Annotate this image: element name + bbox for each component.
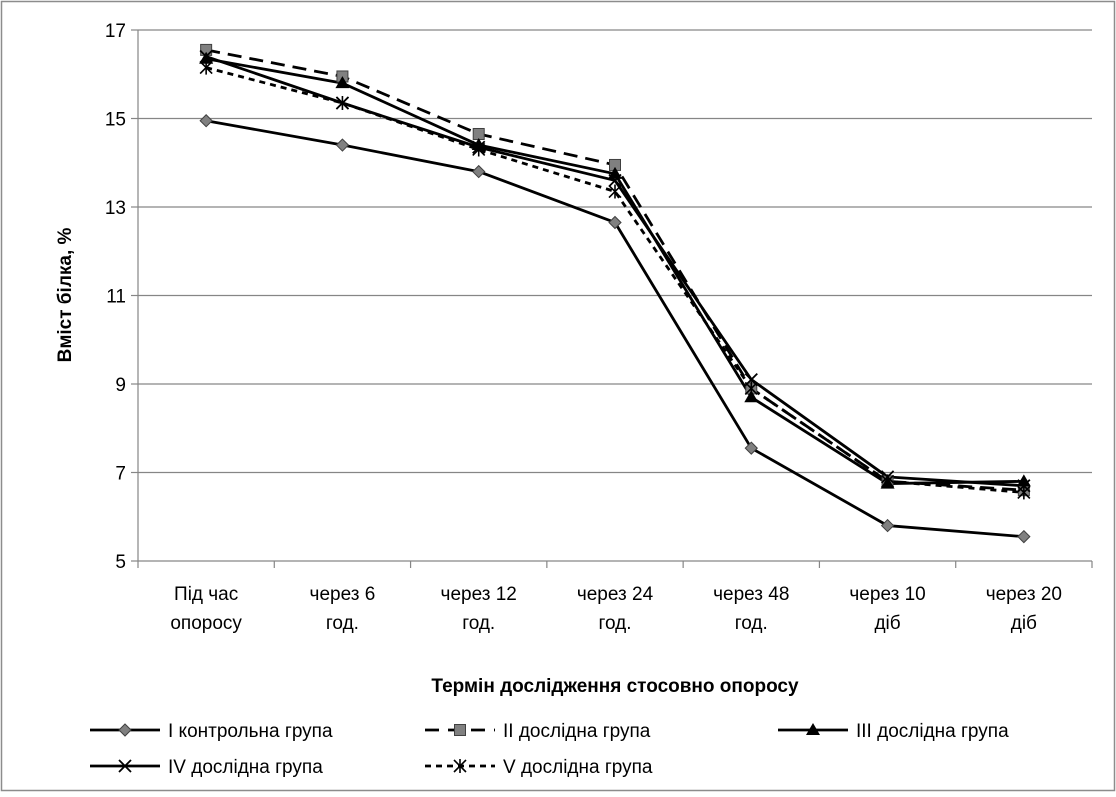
- data-point: [199, 60, 213, 75]
- x-tick-label: через 20: [986, 584, 1062, 605]
- y-tick-label: 17: [105, 21, 126, 42]
- legend-item: II дослідна група: [425, 721, 651, 742]
- data-point: [608, 184, 622, 199]
- data-point: [472, 164, 486, 179]
- legend-marker: [118, 759, 132, 773]
- legend-label: II дослідна група: [503, 721, 651, 742]
- x-tick-label: через 48: [713, 584, 789, 605]
- data-point: [744, 441, 758, 455]
- legend: I контрольна група II дослідна група III д…: [90, 721, 1009, 778]
- data-point: [744, 390, 759, 403]
- legend-item: IV дослідна група: [90, 757, 323, 778]
- x-tick-label: діб: [874, 613, 900, 634]
- data-point: [199, 49, 213, 64]
- x-tick-label: опоросу: [170, 613, 242, 634]
- legend-item: V дослідна група: [425, 757, 653, 778]
- data-point: [199, 114, 213, 128]
- legend-item: III дослідна група: [778, 721, 1009, 742]
- x-tick-label: год.: [735, 613, 768, 634]
- x-tick-label: год.: [326, 613, 359, 634]
- data-point: [608, 215, 622, 230]
- legend-marker: [454, 724, 466, 736]
- y-tick-label: 5: [115, 552, 126, 573]
- data-point: [472, 127, 485, 140]
- legend-marker: [453, 759, 467, 773]
- legend-label: V дослідна група: [503, 757, 653, 778]
- legend-label: III дослідна група: [856, 721, 1009, 742]
- data-point: [608, 173, 622, 188]
- legend-label: I контрольна група: [168, 721, 333, 742]
- x-tick-label: через 10: [849, 584, 925, 605]
- x-tick-label: год.: [462, 613, 495, 634]
- data-point: [744, 381, 758, 396]
- y-axis-title: Вміст білка, %: [55, 227, 76, 362]
- y-tick-label: 13: [105, 198, 126, 219]
- data-point: [472, 142, 486, 157]
- x-tick-label: Під час: [174, 584, 238, 605]
- gridlines: [138, 29, 1092, 474]
- y-tick-label: 11: [106, 287, 126, 308]
- x-axis-title: Термін дослідження стосовно опоросу: [431, 676, 799, 697]
- data-point: [335, 96, 349, 111]
- data-point: [1017, 485, 1031, 500]
- data-point: [1017, 529, 1031, 544]
- legend-marker: [118, 723, 132, 737]
- y-tick-label: 9: [115, 375, 126, 396]
- x-tick-label: через 24: [577, 584, 654, 605]
- series-markers: [199, 43, 1031, 544]
- data-point: [335, 76, 350, 89]
- legend-marker: [806, 723, 820, 735]
- x-tick-label: год.: [598, 613, 631, 634]
- x-tick-label: через 12: [441, 584, 517, 605]
- x-tick-label: діб: [1011, 613, 1037, 634]
- data-point: [881, 474, 895, 489]
- legend-label: IV дослідна група: [168, 757, 323, 778]
- axes: 5 7 9 11 13 15 17 Під час опоросу через 6 год. чере…: [105, 21, 1093, 634]
- y-tick-label: 15: [105, 110, 126, 131]
- legend-item: I контрольна група: [90, 721, 333, 742]
- data-point: [880, 518, 895, 533]
- x-tick-label: через 6: [310, 584, 376, 605]
- y-tick-label: 7: [115, 464, 126, 485]
- data-point: [335, 138, 350, 152]
